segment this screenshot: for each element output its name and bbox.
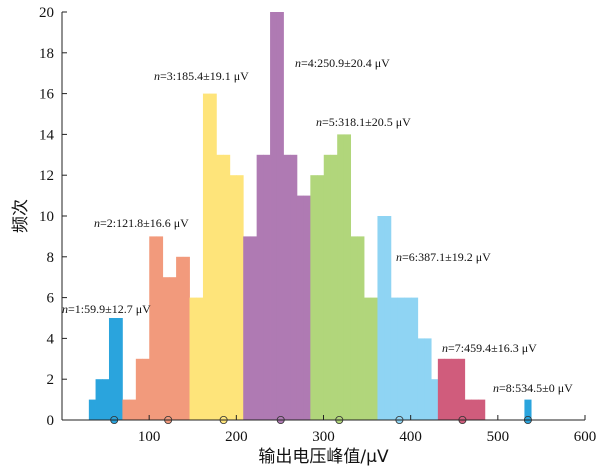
y-tick-label-4: 4 bbox=[47, 331, 55, 347]
bar-group-2-bin-8 bbox=[176, 256, 184, 420]
bar-group-7-bin-5 bbox=[471, 399, 479, 420]
bar-group-3-bin-0 bbox=[189, 297, 197, 420]
bar-group-7-bin-4 bbox=[464, 399, 472, 420]
bar-group-3-bin-2 bbox=[202, 93, 211, 420]
bar-group-1-bin-0 bbox=[88, 399, 96, 420]
bar-group-7-bin-3 bbox=[458, 358, 466, 420]
bar-group-5-bin-5 bbox=[343, 134, 352, 420]
axes: 100 200 300 400 500 600 0 2 4 6 8 10 12 14 16 18 20 bbox=[39, 5, 596, 445]
y-tick-label-8: 8 bbox=[47, 250, 55, 266]
x-tick-label-600: 600 bbox=[574, 429, 597, 445]
bar-group-3-bin-5 bbox=[223, 154, 231, 421]
bar-group-6-bin-7 bbox=[424, 338, 432, 420]
bar-group-8-bin-0 bbox=[524, 399, 532, 420]
y-tick-label-16: 16 bbox=[39, 87, 55, 103]
bar-group-4-bin-1 bbox=[249, 236, 258, 420]
bar-group-4-bin-9 bbox=[303, 195, 311, 420]
bar-group-6-bin-2 bbox=[390, 297, 398, 420]
x-tick-label-200: 200 bbox=[225, 429, 248, 445]
group-annotations: n=1:59.9±12.7 μV n=2:121.8±16.6 μV n=3:185… bbox=[62, 56, 573, 395]
bar-group-5-bin-7 bbox=[357, 236, 365, 420]
bar-group-2-bin-7 bbox=[169, 277, 177, 420]
bar-group-7-bin-6 bbox=[478, 399, 486, 420]
histogram-bars bbox=[88, 12, 532, 421]
bar-group-1-bin-3 bbox=[108, 318, 117, 420]
y-tick-label-12: 12 bbox=[39, 168, 54, 184]
x-tick-label-300: 300 bbox=[312, 429, 335, 445]
bar-group-3-bin-1 bbox=[196, 297, 204, 420]
y-axis-label: 频次 bbox=[11, 199, 31, 233]
bar-group-7-bin-0 bbox=[437, 358, 445, 420]
bar-group-4-bin-2 bbox=[256, 154, 264, 421]
y-tick-label-0: 0 bbox=[47, 413, 55, 429]
bar-group-2-bin-0 bbox=[122, 399, 130, 420]
annotation-group-7: n=7:459.4±16.3 μV bbox=[442, 341, 537, 355]
x-axis-label: 输出电压峰值/μV bbox=[258, 447, 389, 467]
bar-group-2-bin-3 bbox=[142, 358, 150, 420]
bar-group-6-bin-8 bbox=[431, 379, 439, 420]
bar-group-4-bin-8 bbox=[296, 195, 305, 420]
bar-group-1-bin-4 bbox=[115, 318, 123, 420]
bar-group-6-bin-0 bbox=[377, 216, 385, 420]
y-tick-label-18: 18 bbox=[39, 46, 54, 62]
annotation-group-8: n=8:534.5±0 μV bbox=[493, 381, 573, 395]
bar-group-6-bin-5 bbox=[411, 297, 419, 420]
bar-group-2-bin-4 bbox=[149, 236, 157, 420]
annotation-group-3: n=3:185.4±19.1 μV bbox=[154, 69, 249, 83]
bar-group-3-bin-3 bbox=[209, 93, 217, 420]
bar-group-5-bin-2 bbox=[323, 154, 331, 421]
bar-group-5-bin-1 bbox=[317, 175, 325, 420]
bar-group-5-bin-8 bbox=[364, 297, 372, 420]
bar-group-4-bin-5 bbox=[276, 12, 284, 420]
bar-group-5-bin-6 bbox=[350, 236, 358, 420]
annotation-group-2: n=2:121.8±16.6 μV bbox=[94, 216, 189, 230]
bar-group-4-bin-6 bbox=[283, 154, 291, 421]
bar-group-5-bin-0 bbox=[310, 175, 318, 420]
bar-group-2-bin-1 bbox=[129, 399, 137, 420]
annotation-group-5: n=5:318.1±20.5 μV bbox=[316, 115, 411, 129]
bar-group-3-bin-6 bbox=[229, 175, 237, 420]
y-tick-label-10: 10 bbox=[39, 209, 54, 225]
annotation-group-1: n=1:59.9±12.7 μV bbox=[62, 302, 151, 316]
y-tick-label-2: 2 bbox=[47, 372, 55, 388]
y-tick-label-20: 20 bbox=[39, 5, 54, 21]
bar-group-1-bin-1 bbox=[95, 379, 103, 420]
bar-group-2-bin-9 bbox=[182, 256, 190, 420]
bar-group-7-bin-2 bbox=[451, 358, 459, 420]
bar-group-2-bin-2 bbox=[135, 358, 143, 420]
bar-group-7-bin-1 bbox=[444, 358, 452, 420]
bar-group-3-bin-4 bbox=[216, 154, 224, 421]
bar-group-4-bin-4 bbox=[270, 12, 278, 420]
bar-group-5-bin-9 bbox=[370, 297, 378, 420]
bar-group-4-bin-7 bbox=[290, 154, 298, 421]
bar-group-1-bin-2 bbox=[102, 379, 110, 420]
bar-group-3-bin-7 bbox=[236, 175, 244, 420]
x-tick-label-500: 500 bbox=[487, 429, 510, 445]
y-tick-label-14: 14 bbox=[39, 127, 55, 143]
y-tick-label-6: 6 bbox=[47, 291, 55, 307]
bar-group-6-bin-6 bbox=[417, 338, 425, 420]
x-tick-label-400: 400 bbox=[399, 429, 422, 445]
bar-group-4-bin-0 bbox=[243, 236, 251, 420]
annotation-group-6: n=6:387.1±19.2 μV bbox=[396, 250, 491, 264]
bar-group-4-bin-3 bbox=[263, 154, 271, 421]
bar-group-6-bin-3 bbox=[397, 297, 405, 420]
bar-group-5-bin-3 bbox=[330, 154, 338, 421]
x-tick-label-100: 100 bbox=[138, 429, 161, 445]
bar-group-6-bin-4 bbox=[404, 297, 412, 420]
annotation-group-4: n=4:250.9±20.4 μV bbox=[295, 56, 390, 70]
bar-group-2-bin-5 bbox=[155, 236, 164, 420]
bar-group-2-bin-6 bbox=[162, 277, 170, 420]
bar-group-6-bin-1 bbox=[384, 216, 392, 420]
bar-group-5-bin-4 bbox=[337, 134, 345, 420]
